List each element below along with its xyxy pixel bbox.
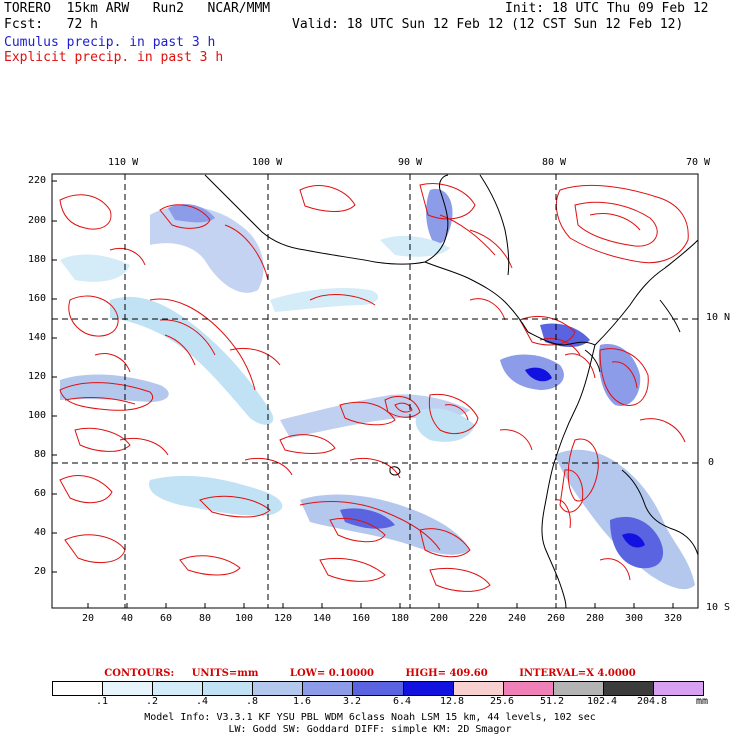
scale-label: 1.6 [292, 696, 312, 707]
x-tick-label: 240 [508, 613, 527, 624]
scale-label: 51.2 [539, 696, 565, 707]
x-tick-label: 300 [625, 613, 644, 624]
x-tick-label: 60 [160, 613, 173, 624]
scale-swatch [653, 682, 704, 695]
x-tick-label: 320 [664, 613, 683, 624]
lat-lon-grid [52, 174, 698, 608]
x-tick-label: 200 [430, 613, 449, 624]
scale-swatch [153, 682, 204, 695]
map-frame [51, 173, 699, 609]
lat-label-0: 0 [708, 457, 715, 468]
cumulus-precip-field [60, 189, 695, 590]
scale-label: .2 [145, 696, 159, 707]
y-tick-label: 140 [27, 332, 46, 343]
x-tick-label: 40 [121, 613, 134, 624]
scale-swatch [353, 682, 404, 695]
lon-label-110w: 110 W [108, 157, 139, 168]
model-info-line2: LW: Godd SW: Goddard DIFF: simple KM: 2D… [228, 724, 512, 735]
coastline [204, 174, 698, 608]
forecast-hour-label: Fcst: 72 h [4, 17, 98, 32]
y-tick-label: 100 [27, 410, 46, 421]
scale-swatch [603, 682, 654, 695]
scale-label: .8 [245, 696, 259, 707]
scale-swatch [53, 682, 104, 695]
x-tick-label: 100 [235, 613, 254, 624]
scale-swatch [303, 682, 354, 695]
lon-label-80w: 80 W [542, 157, 567, 168]
valid-time-label: Valid: 18 UTC Sun 12 Feb 12 (12 CST Sun … [292, 17, 684, 32]
scale-unit-label: mm [696, 696, 709, 707]
y-tick-label: 120 [27, 371, 46, 382]
axis-ticks [52, 180, 674, 608]
y-tick-label: 220 [27, 175, 46, 186]
scale-swatch [503, 682, 554, 695]
explicit-precip-contours [59, 183, 689, 592]
y-tick-label: 20 [33, 566, 46, 577]
scale-label: 12.8 [439, 696, 465, 707]
x-tick-label: 260 [547, 613, 566, 624]
y-tick-label: 60 [33, 488, 46, 499]
y-tick-label: 180 [27, 254, 46, 265]
scale-swatch [203, 682, 254, 695]
y-tick-label: 200 [27, 215, 46, 226]
scale-swatch [103, 682, 154, 695]
explicit-legend-label: Explicit precip. in past 3 h [4, 50, 224, 65]
y-tick-label: 80 [33, 449, 46, 460]
scale-label: .4 [195, 696, 209, 707]
lat-label-10n: 10 N [706, 312, 731, 323]
contour-high: HIGH= 409.60 [405, 668, 488, 679]
contour-interval: INTERVAL=X 4.0000 [519, 668, 636, 679]
scale-swatch [403, 682, 454, 695]
scale-swatch [553, 682, 604, 695]
contour-info: CONTOURS: UNITS=mm LOW= 0.10000 HIGH= 40… [0, 668, 740, 679]
scale-label: .1 [95, 696, 109, 707]
y-tick-label: 160 [27, 293, 46, 304]
x-tick-label: 140 [313, 613, 332, 624]
x-tick-label: 160 [352, 613, 371, 624]
x-tick-label: 120 [274, 613, 293, 624]
scale-label: 102.4 [586, 696, 618, 707]
scale-swatch [453, 682, 504, 695]
cumulus-legend-label: Cumulus precip. in past 3 h [4, 35, 216, 50]
x-tick-label: 80 [199, 613, 212, 624]
scale-label: 6.4 [392, 696, 412, 707]
lon-label-100w: 100 W [252, 157, 283, 168]
lon-label-90w: 90 W [398, 157, 423, 168]
contour-low: LOW= 0.10000 [289, 668, 374, 679]
init-time-label: Init: 18 UTC Thu 09 Feb 12 [505, 1, 709, 16]
contour-title: CONTOURS: [104, 668, 175, 679]
scale-swatch [253, 682, 304, 695]
lat-label-10s: 10 S [706, 602, 731, 613]
model-info-line1: Model Info: V3.3.1 KF YSU PBL WDM 6class… [144, 712, 596, 723]
y-tick-label: 40 [33, 527, 46, 538]
scale-label: 204.8 [636, 696, 668, 707]
model-run-label: TORERO 15km ARW Run2 NCAR/MMM [4, 1, 271, 16]
color-scale-bar [52, 681, 704, 696]
scale-label: 3.2 [342, 696, 362, 707]
x-tick-label: 20 [82, 613, 95, 624]
contour-units: UNITS=mm [191, 668, 259, 679]
lon-label-70w: 70 W [686, 157, 711, 168]
scale-label: 25.6 [489, 696, 515, 707]
x-tick-label: 280 [586, 613, 605, 624]
x-tick-label: 180 [391, 613, 410, 624]
x-tick-label: 220 [469, 613, 488, 624]
